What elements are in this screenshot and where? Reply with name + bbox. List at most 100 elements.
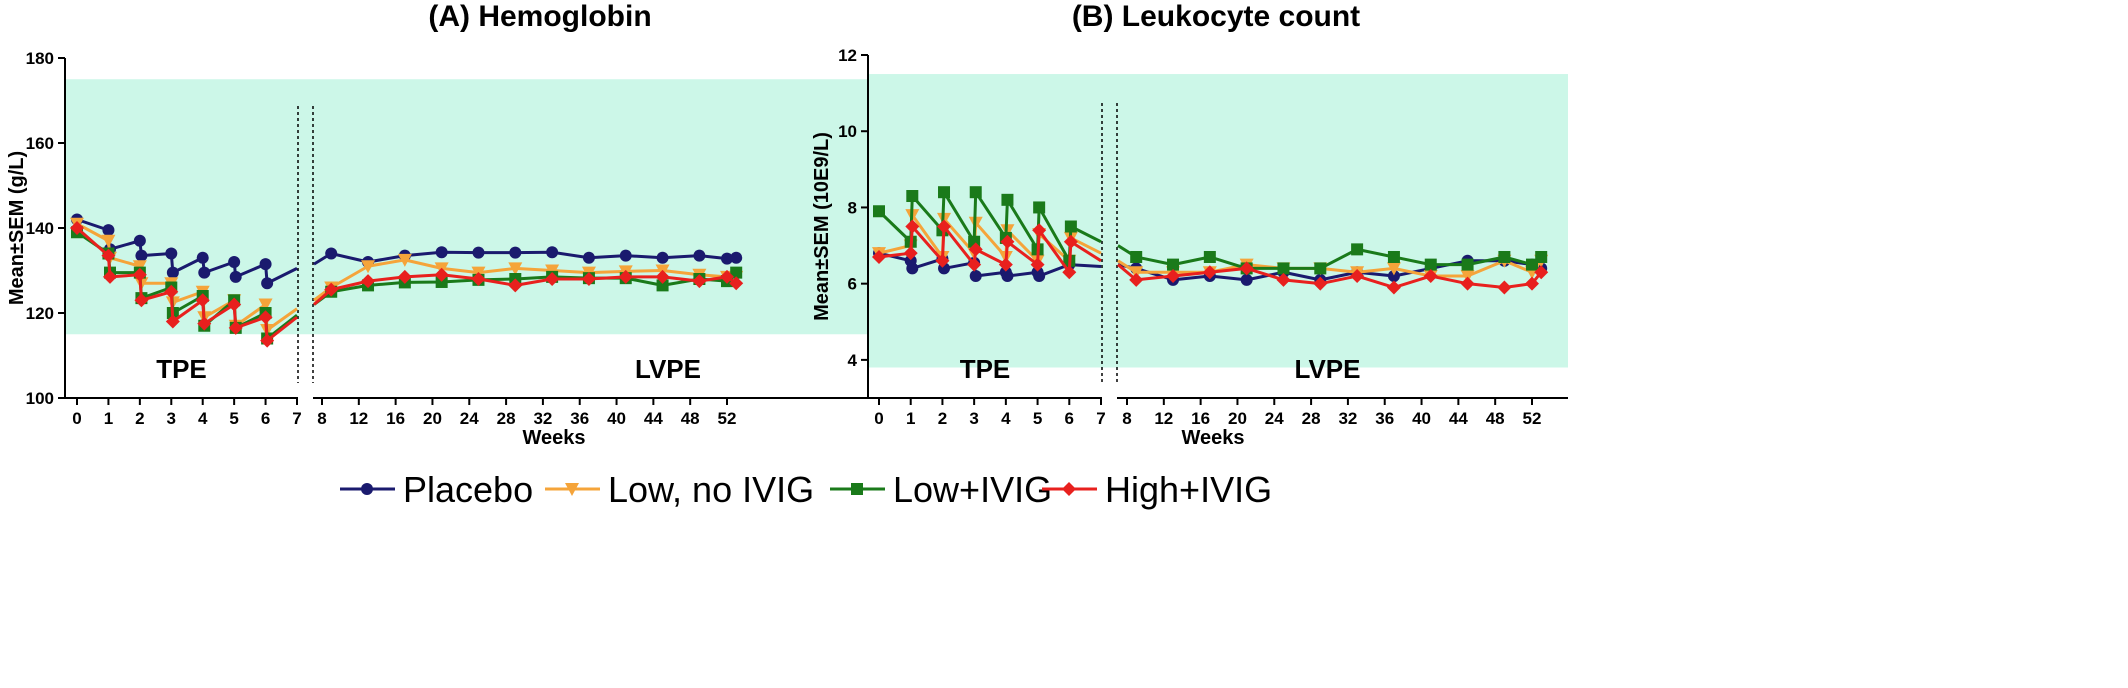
data-point xyxy=(472,246,485,259)
data-point xyxy=(397,253,412,267)
data-point xyxy=(325,247,338,260)
data-point xyxy=(618,269,633,284)
data-point xyxy=(1000,234,1015,249)
data-point xyxy=(471,272,486,286)
legend-label: Low, no IVIG xyxy=(608,469,814,510)
data-point xyxy=(1032,223,1047,238)
data-point xyxy=(903,246,918,261)
data-point xyxy=(1030,257,1045,272)
data-point xyxy=(935,253,950,268)
data-point xyxy=(1064,220,1077,233)
data-point xyxy=(1033,201,1046,214)
data-point xyxy=(196,251,209,264)
x-tick-label: 36 xyxy=(570,409,589,428)
data-point xyxy=(258,298,273,312)
legend-marker xyxy=(565,483,579,496)
data-point xyxy=(1313,276,1328,291)
series-line-lvpe xyxy=(1117,259,1542,282)
legend-label: Placebo xyxy=(403,469,533,510)
data-point xyxy=(968,242,983,257)
data-point xyxy=(906,262,919,275)
y-axis-label: Mean±SEM (10E9/L) xyxy=(811,132,833,321)
data-point xyxy=(905,219,920,234)
series-high-ivig xyxy=(70,221,744,348)
data-point xyxy=(195,293,210,308)
data-point xyxy=(693,249,706,262)
phase-label-lvpe: LVPE xyxy=(635,354,701,384)
y-tick-label: 180 xyxy=(26,49,54,68)
series-line-lvpe xyxy=(1117,244,1543,270)
data-point xyxy=(435,275,448,288)
data-point xyxy=(1166,269,1181,284)
data-point xyxy=(132,267,147,282)
data-point xyxy=(1526,258,1538,271)
x-tick-label: 40 xyxy=(607,409,626,428)
data-point xyxy=(969,270,982,283)
data-point xyxy=(655,269,670,284)
data-point xyxy=(434,267,449,282)
x-tick-label: 5 xyxy=(1033,409,1042,428)
data-point xyxy=(1460,270,1475,284)
legend-item: High+IVIG xyxy=(1042,469,1272,510)
data-point xyxy=(1535,250,1548,263)
x-tick-label: 48 xyxy=(1486,409,1505,428)
data-point xyxy=(1534,265,1549,280)
x-tick-label: 32 xyxy=(533,409,552,428)
data-point xyxy=(1129,266,1144,280)
data-point xyxy=(227,297,242,312)
data-point xyxy=(1461,258,1474,271)
x-tick-label: 7 xyxy=(292,409,301,428)
x-tick-label: 4 xyxy=(198,409,208,428)
data-point xyxy=(1063,234,1078,249)
data-point xyxy=(361,260,376,274)
x-tick-label: 52 xyxy=(1523,409,1542,428)
data-point xyxy=(1350,269,1365,284)
data-point xyxy=(967,257,982,272)
y-tick-label: 10 xyxy=(838,122,857,141)
legend-label: High+IVIG xyxy=(1105,469,1272,510)
data-point xyxy=(729,276,744,291)
data-point xyxy=(1387,250,1400,263)
data-point xyxy=(582,251,595,264)
data-point xyxy=(135,249,148,262)
x-tick-label: 1 xyxy=(906,409,915,428)
data-point xyxy=(1497,280,1512,295)
data-point xyxy=(1239,261,1254,276)
data-point xyxy=(1386,262,1401,276)
data-point xyxy=(134,293,149,308)
series-line-tpe xyxy=(878,225,1102,274)
x-tick-label: 32 xyxy=(1338,409,1357,428)
data-point xyxy=(1062,265,1077,280)
data-point xyxy=(509,246,522,259)
data-point xyxy=(730,266,743,279)
data-point xyxy=(197,316,212,331)
data-point xyxy=(228,320,243,335)
data-point xyxy=(1525,276,1539,291)
data-point xyxy=(938,186,951,199)
legend-item: Low+IVIG xyxy=(830,469,1052,510)
data-point xyxy=(1167,258,1180,271)
data-point xyxy=(656,279,669,292)
x-tick-label: 0 xyxy=(72,409,81,428)
data-point xyxy=(397,269,412,284)
x-tick-label: 1 xyxy=(104,409,113,428)
x-tick-label: 24 xyxy=(1265,409,1284,428)
data-point xyxy=(1423,269,1438,284)
phase-label-lvpe: LVPE xyxy=(1295,354,1361,384)
data-point xyxy=(998,257,1013,272)
data-point xyxy=(229,270,242,283)
data-point xyxy=(581,272,596,286)
data-point xyxy=(435,246,448,259)
data-point xyxy=(730,251,743,264)
data-point xyxy=(721,252,733,265)
data-point xyxy=(656,251,669,264)
data-point xyxy=(1277,262,1290,275)
data-point xyxy=(1240,273,1253,286)
x-tick-label: 52 xyxy=(718,409,737,428)
x-tick-label: 12 xyxy=(1154,409,1173,428)
data-point xyxy=(261,277,274,290)
data-point xyxy=(1001,270,1014,283)
